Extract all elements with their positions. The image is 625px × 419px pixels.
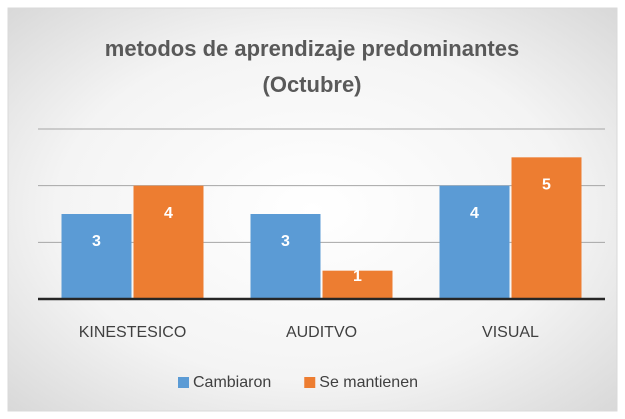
legend-swatch [304,377,316,388]
bar [61,214,132,299]
data-label: 3 [92,233,101,250]
legend-swatch [178,377,189,388]
bar [322,270,393,299]
x-tick-label: AUDITVO [286,324,357,341]
bar [439,185,510,299]
x-tick-label: KINESTESICO [79,324,187,341]
bar [511,157,582,299]
chart-title: metodos de aprendizaje predominantes [105,36,519,61]
chart-title: (Octubre) [263,72,362,97]
bar [133,185,204,299]
data-label: 4 [470,205,479,222]
data-label: 5 [542,177,551,194]
legend-label: Cambiaron [193,374,271,391]
data-label: 1 [353,268,362,285]
x-tick-label: VISUAL [482,324,539,341]
bar [250,214,321,299]
data-label: 4 [164,205,173,222]
data-label: 3 [281,233,290,250]
legend-label: Se mantienen [319,374,418,391]
